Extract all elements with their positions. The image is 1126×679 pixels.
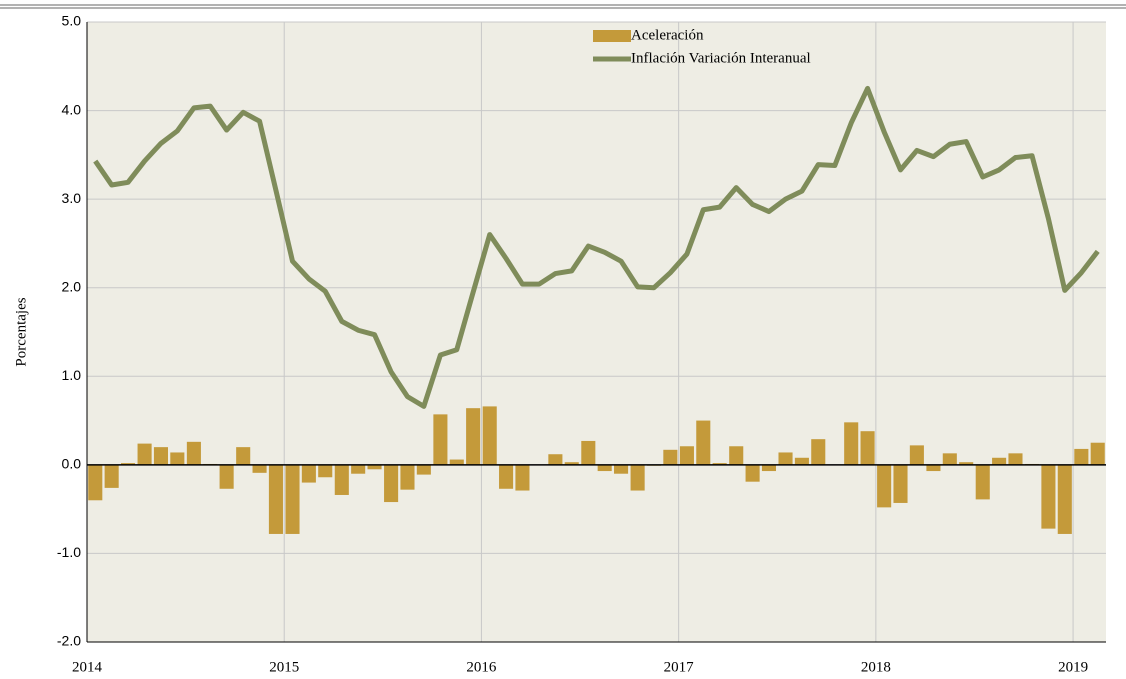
bar <box>252 464 267 473</box>
bar <box>696 420 711 465</box>
bar <box>761 464 777 472</box>
bar <box>942 453 957 465</box>
bar <box>515 464 530 491</box>
bar <box>433 414 448 465</box>
bar <box>367 464 382 470</box>
bar <box>219 464 234 489</box>
bar <box>1090 442 1105 465</box>
bar <box>778 452 793 465</box>
bar <box>137 443 152 465</box>
bar <box>630 464 645 491</box>
bar <box>268 464 283 534</box>
bar <box>729 446 744 465</box>
y-tick-label: 3.0 <box>62 190 82 206</box>
bar <box>1074 448 1089 465</box>
legend-swatch <box>593 30 631 42</box>
bar <box>466 408 481 465</box>
bar <box>88 464 103 501</box>
bar <box>1008 453 1023 465</box>
bar <box>877 464 892 508</box>
bar <box>548 454 563 465</box>
plot-area <box>87 22 1106 642</box>
bar <box>614 464 629 474</box>
bar <box>1041 464 1056 529</box>
legend-label: Inflación Variación Interanual <box>631 50 811 66</box>
line <box>93 85 1100 409</box>
bar <box>285 464 300 534</box>
bar <box>745 464 760 482</box>
bar <box>153 447 168 465</box>
bar <box>120 463 136 465</box>
bar <box>236 447 251 465</box>
bar <box>844 422 859 465</box>
bar <box>186 441 201 465</box>
bar <box>679 446 694 465</box>
bar <box>1057 464 1072 534</box>
y-tick-label: 2.0 <box>62 278 82 294</box>
bar <box>860 431 875 465</box>
bar <box>597 464 612 472</box>
bar <box>400 464 415 490</box>
x-tick-label: 2017 <box>664 659 695 675</box>
bar <box>712 463 727 465</box>
bar <box>663 449 678 465</box>
bar <box>909 445 924 465</box>
bar <box>416 464 431 475</box>
bar <box>893 464 908 503</box>
y-tick-label: 5.0 <box>62 13 82 29</box>
bar <box>318 464 333 478</box>
bar <box>170 452 185 465</box>
y-axis-label: Porcentajes <box>13 297 29 366</box>
bar <box>351 464 366 474</box>
x-tick-label: 2016 <box>466 659 497 675</box>
bar <box>104 464 119 488</box>
bar <box>992 457 1007 465</box>
bar <box>499 464 514 489</box>
x-tick-label: 2019 <box>1058 659 1088 675</box>
x-tick-label: 2015 <box>269 659 299 675</box>
x-tick-label: 2018 <box>861 659 891 675</box>
legend-label: Aceleración <box>631 27 704 43</box>
bar <box>334 464 349 495</box>
y-tick-label: 4.0 <box>62 101 82 117</box>
x-tick-label: 2014 <box>72 659 103 675</box>
y-tick-label: -2.0 <box>57 633 81 649</box>
bar <box>811 439 826 465</box>
y-tick-label: -1.0 <box>57 544 81 560</box>
y-tick-label: 0.0 <box>62 456 82 472</box>
bar <box>581 440 596 465</box>
bar <box>301 464 316 483</box>
bar <box>449 459 464 465</box>
bar <box>926 464 941 472</box>
bar <box>794 457 809 465</box>
bar <box>482 406 497 465</box>
bar <box>384 464 399 503</box>
bar <box>959 462 974 465</box>
bar <box>564 462 579 465</box>
y-tick-label: 1.0 <box>62 367 82 383</box>
bar <box>975 464 990 500</box>
